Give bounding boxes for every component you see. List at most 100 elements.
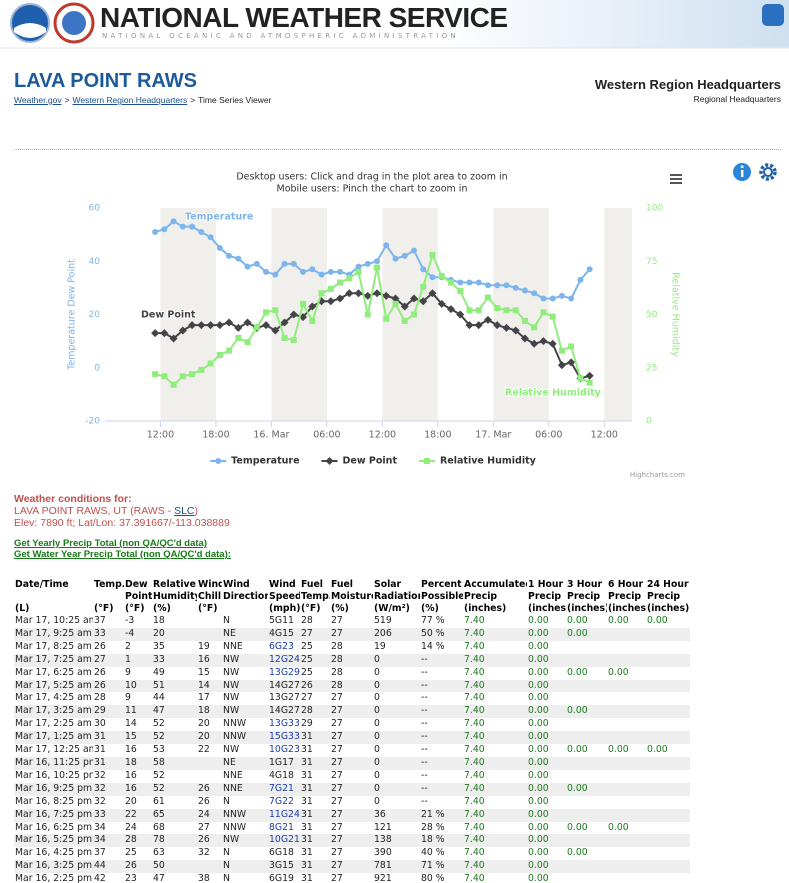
table-cell: Mar 16, 3:25 pm <box>15 860 93 872</box>
header-logos <box>0 0 789 49</box>
table-cell: 7.40 <box>464 873 485 883</box>
data-point <box>197 321 206 330</box>
header-cell: Chill <box>198 591 222 602</box>
header-cell: Wind <box>223 579 250 590</box>
table-row: Mar 17, 6:25 am 26 9 49 15 NW 13G29 25 28 0 -- 7.40… <box>14 667 690 680</box>
breadcrumb-separator: > <box>64 95 70 105</box>
table-cell: 18 <box>125 756 137 768</box>
legend-item[interactable]: Dew Point <box>321 456 398 467</box>
data-point <box>446 305 455 314</box>
data-point <box>152 228 159 235</box>
header-cell: (mph) <box>269 603 300 614</box>
table-cell: 15 <box>125 731 137 743</box>
table-cell: 781 <box>374 860 392 872</box>
table-cell: 16 <box>125 744 137 756</box>
table-cell <box>607 680 646 693</box>
table-cell: Mar 17, 3:25 am <box>15 705 92 717</box>
table-cell <box>566 641 607 654</box>
yearly-precip-link[interactable]: Get Yearly Precip Total (non QA/QC'd dat… <box>14 538 208 549</box>
data-point <box>364 260 371 267</box>
table-cell: 6G23 <box>269 640 294 652</box>
table-cell: 7.40 <box>464 653 485 665</box>
y2-tick-label: 75 <box>646 257 657 267</box>
table-cell: NW <box>223 679 240 691</box>
table-cell: 31 <box>301 731 313 743</box>
data-point <box>484 282 491 289</box>
data-point <box>290 337 297 344</box>
table-cell: 47 <box>153 873 165 883</box>
table-cell: 27 <box>331 705 343 717</box>
table-cell: Mar 17, 1:25 am <box>15 731 92 743</box>
table-cell: 7.40 <box>464 808 485 820</box>
table-cell: 0 <box>374 718 380 730</box>
table-cell: 26 <box>94 640 106 652</box>
table-cell: 21 % <box>421 808 445 820</box>
settings-button[interactable] <box>759 163 777 181</box>
breadcrumb-item[interactable]: Weather.gov <box>14 95 62 105</box>
data-point <box>271 326 280 335</box>
table-cell <box>646 667 690 680</box>
data-point <box>540 295 547 302</box>
table-cell: 0.00 <box>608 821 629 833</box>
table-cell: N <box>223 795 230 807</box>
legend-item[interactable]: Relative Humidity <box>418 456 537 467</box>
data-point <box>234 323 243 332</box>
data-point <box>419 297 428 306</box>
table-cell: -4 <box>125 627 135 639</box>
table-cell: 0.00 <box>608 744 629 756</box>
table-cell: 31 <box>301 795 313 807</box>
header-cell: Precip <box>647 591 681 602</box>
water-year-precip-link[interactable]: Get Water Year Precip Total (non QA/QC'd… <box>14 549 231 560</box>
header-cell: (inches) <box>528 603 566 614</box>
table-cell: 34 <box>94 834 106 846</box>
table-cell <box>646 705 690 718</box>
header-cell: Relative <box>153 579 196 590</box>
table-cell: 0.00 <box>528 653 549 665</box>
table-cell: N <box>223 847 230 859</box>
office-link[interactable]: SLC <box>174 505 195 517</box>
legend-item[interactable]: Temperature <box>210 456 300 467</box>
info-glyph <box>740 165 744 169</box>
table-cell: 37 <box>94 615 106 626</box>
table-row: Mar 17, 10:25 am 37 -3 18 N 5G11 28 27 519 77 % 7.… <box>14 615 690 628</box>
data-point <box>170 381 177 388</box>
menu-bar <box>670 182 682 184</box>
table-cell: 63 <box>153 847 165 859</box>
header-cell: Precip <box>464 591 498 602</box>
header-cell: (%) <box>331 603 349 614</box>
data-point <box>382 291 391 300</box>
table-cell: 0 <box>374 756 380 768</box>
menu-button[interactable] <box>670 174 682 184</box>
table-cell: 11 <box>125 705 137 717</box>
table-cell: 7.40 <box>464 847 485 859</box>
table-cell: 7.40 <box>464 860 485 872</box>
header-cell: Fuel <box>331 579 353 590</box>
table-cell: NW <box>223 744 240 756</box>
breadcrumb-item[interactable]: Western Region Headquarters <box>72 95 188 105</box>
table-cell <box>566 654 607 667</box>
data-point <box>300 300 307 307</box>
header-cell: (L) <box>15 603 30 614</box>
header-cell: Accumulated <box>464 579 527 590</box>
x-tick-label: 06:00 <box>535 430 562 441</box>
x-tick-label: 12:00 <box>369 430 396 441</box>
table-cell: 26 <box>198 782 210 794</box>
table-cell: 7.40 <box>464 705 485 717</box>
usa-logo[interactable] <box>762 4 784 26</box>
table-cell: 0 <box>374 782 380 794</box>
data-point <box>586 379 593 386</box>
table-cell: 0.00 <box>567 847 588 859</box>
table-cell: 31 <box>301 744 313 756</box>
table-cell: 0.00 <box>647 744 668 756</box>
table-cell: 26 <box>125 860 137 872</box>
data-point <box>226 252 233 259</box>
table-cell <box>607 834 646 847</box>
table-cell: 31 <box>301 808 313 820</box>
data-point <box>520 334 529 343</box>
data-point <box>531 290 538 297</box>
table-cell <box>607 757 646 770</box>
data-point <box>178 326 187 335</box>
table-cell: 31 <box>94 756 106 768</box>
table-cell <box>607 718 646 731</box>
legend-symbol <box>215 458 222 464</box>
